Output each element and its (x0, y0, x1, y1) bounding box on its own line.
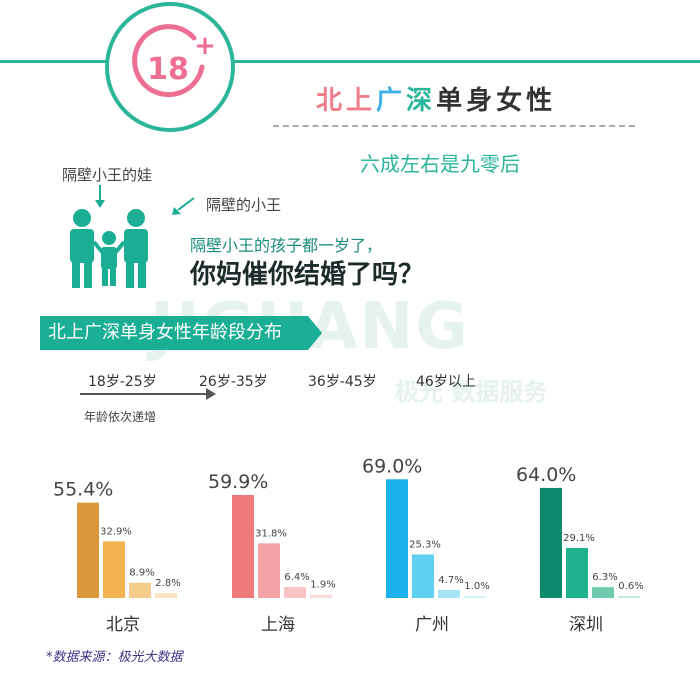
bar-广州-0 (386, 479, 408, 598)
city-label-3: 深圳 (569, 615, 603, 635)
bar-深圳-3 (618, 596, 640, 598)
family-icon (70, 185, 195, 288)
title-char-0: 北 (316, 86, 347, 116)
title-divider (273, 125, 635, 127)
badge-plus: + (194, 31, 216, 61)
subtitle: 六成左右是九零后 (360, 152, 520, 176)
title-char-5: 身 (466, 86, 497, 116)
city-label-0: 北京 (106, 615, 140, 635)
ascending-note: 年龄依次递增 (84, 410, 157, 424)
data-label-北京-1: 32.9% (100, 526, 132, 537)
data-label-上海-3: 1.9% (310, 580, 335, 591)
bar-上海-0 (232, 494, 254, 598)
age-group-3: 36岁-45岁 (308, 374, 377, 390)
question-line-1: 隔壁小王的孩子都一岁了， (190, 236, 383, 255)
label-wang: 隔壁的小王 (206, 196, 282, 214)
title-char-4: 单 (436, 86, 467, 116)
age-distribution-chart: 55.4% 32.9% 8.9%2.8% 北京 59.9% 31.8% 6.4%1.9% 上海… (53, 455, 644, 635)
badge-number: 18 (147, 52, 189, 87)
question-line-2: 你妈催你结婚了吗？ (190, 260, 425, 290)
bar-上海-3 (310, 594, 332, 598)
age-group-1: 18岁-25岁 (88, 374, 157, 390)
data-label-广州-0: 69.0% (362, 455, 422, 477)
city-label-1: 上海 (261, 615, 295, 635)
age-group-4: 46岁以上 (416, 374, 476, 390)
header-rule (0, 60, 700, 63)
city-label-2: 广州 (415, 615, 449, 635)
banner-tail (308, 316, 322, 350)
bar-上海-1 (258, 543, 280, 598)
bar-深圳-2 (592, 587, 614, 598)
title-char-2: 广 (376, 86, 407, 116)
data-label-深圳-3: 0.6% (618, 581, 643, 592)
badge-18-icon: 18 + (132, 24, 216, 98)
bar-广州-2 (438, 589, 460, 598)
ascending-arrow-line (80, 393, 210, 395)
section-banner: 北上广深单身女性年龄段分布 (40, 316, 308, 350)
data-label-广州-3: 1.0% (464, 581, 489, 592)
bar-北京-1 (103, 541, 125, 598)
bar-北京-2 (129, 582, 151, 598)
bar-广州-1 (412, 554, 434, 598)
label-child: 隔壁小王的娃 (62, 166, 153, 184)
data-label-上海-0: 59.9% (208, 471, 268, 493)
bar-上海-2 (284, 586, 306, 598)
title-char-1: 上 (346, 86, 377, 116)
data-label-北京-3: 2.8% (155, 578, 180, 589)
data-label-北京-2: 8.9% (129, 568, 154, 579)
bar-深圳-1 (566, 547, 588, 598)
data-source: *数据来源：极光大数据 (46, 650, 183, 665)
bar-深圳-0 (540, 487, 562, 598)
data-label-深圳-1: 29.1% (563, 533, 595, 544)
title-char-7: 性 (526, 86, 557, 116)
data-label-广州-1: 25.3% (409, 539, 441, 550)
bar-广州-3 (464, 596, 486, 598)
bar-北京-0 (77, 502, 99, 598)
data-label-深圳-0: 64.0% (516, 464, 576, 486)
data-label-北京-0: 55.4% (53, 479, 113, 501)
data-label-深圳-2: 6.3% (592, 572, 617, 583)
main-title: 北上广深单身女性 (316, 80, 556, 117)
title-char-6: 女 (496, 86, 527, 116)
age-18-plus-badge: 18 + (105, 2, 235, 132)
title-char-3: 深 (406, 86, 437, 116)
data-label-广州-2: 4.7% (438, 575, 463, 586)
age-group-2: 26岁-35岁 (199, 374, 268, 390)
watermark-subtext: 极光 数据服务 (395, 378, 548, 406)
bar-北京-3 (155, 593, 177, 598)
data-label-上海-1: 31.8% (255, 528, 287, 539)
data-label-上海-2: 6.4% (284, 572, 309, 583)
arrow-right-icon (206, 388, 216, 400)
